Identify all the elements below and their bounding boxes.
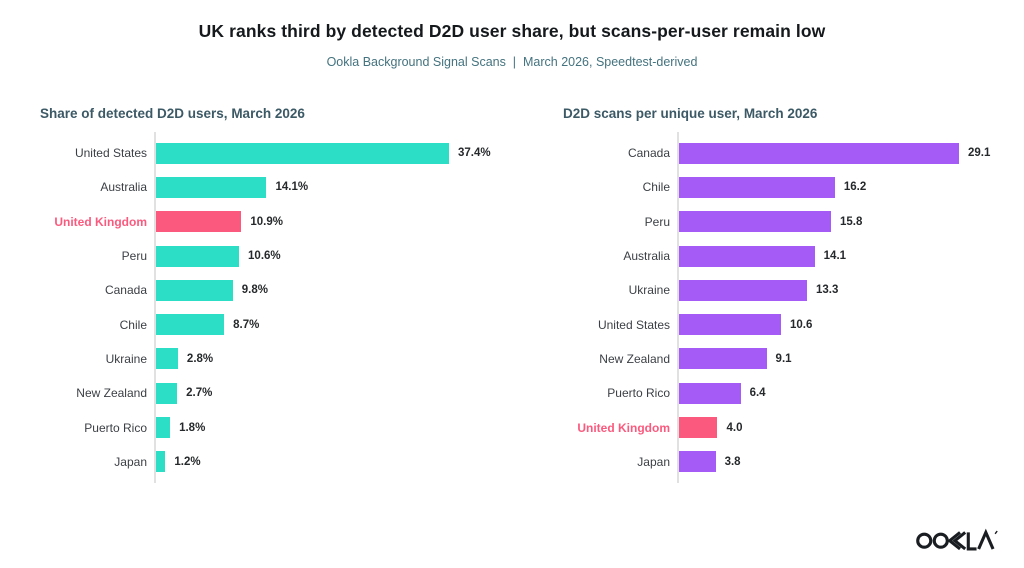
category-label: Canada — [104, 283, 147, 298]
bar — [679, 348, 767, 370]
chart-scans-per-user: D2D scans per unique user, March 2026 Ca… — [563, 106, 1024, 483]
bar-row: Japan 3.8 — [563, 445, 1024, 479]
bar — [679, 279, 807, 301]
y-axis-line — [154, 132, 156, 483]
page-subtitle: Ookla Background Signal Scans | March 20… — [326, 55, 698, 69]
bar — [679, 314, 781, 336]
category-label: Ukraine — [105, 351, 147, 366]
bar-row: New Zealand 9.1 — [563, 342, 1024, 376]
bar-row: Puerto Rico 1.8% — [40, 410, 520, 444]
value-label: 3.8 — [724, 455, 741, 468]
ookla-logo — [916, 528, 1002, 552]
category-label: United States — [74, 146, 147, 161]
value-label: 10.9% — [250, 215, 283, 228]
bar-row: Canada 29.1 — [563, 136, 1024, 170]
bar — [156, 211, 242, 233]
category-label: Ukraine — [628, 283, 670, 298]
bar-row: United States 37.4% — [40, 136, 520, 170]
category-label: Puerto Rico — [607, 386, 670, 401]
category-label: Japan — [637, 454, 670, 469]
bar — [156, 176, 267, 198]
value-label: 14.1 — [823, 250, 847, 263]
bar-row: Australia 14.1 — [563, 239, 1024, 273]
value-label: 10.6 — [789, 318, 813, 331]
bar-row: Ukraine 2.8% — [40, 342, 520, 376]
bar-row: New Zealand 2.7% — [40, 376, 520, 410]
category-label: Japan — [114, 454, 147, 469]
value-label: 15.8 — [840, 215, 863, 228]
category-label: Puerto Rico — [84, 420, 147, 435]
ookla-logo-mark — [916, 528, 998, 551]
value-label: 4.0 — [726, 421, 743, 434]
bar — [156, 142, 449, 164]
category-label: Canada — [627, 146, 670, 161]
category-label: United Kingdom — [54, 214, 147, 229]
category-label: New Zealand — [76, 386, 147, 401]
category-label: United Kingdom — [577, 420, 670, 435]
chart-users-share: Share of detected D2D users, March 2026 … — [40, 106, 520, 483]
category-label: Australia — [623, 249, 670, 264]
bar — [679, 417, 718, 439]
bar-row: United Kingdom 4.0 — [563, 410, 1024, 444]
bar-row: Japan 1.2% — [40, 445, 520, 479]
value-label: 10.6% — [248, 250, 281, 263]
bar — [156, 314, 225, 336]
bar-row: Puerto Rico 6.4 — [563, 376, 1024, 410]
value-label: 16.2 — [843, 181, 867, 194]
bar — [679, 142, 959, 164]
bar — [156, 417, 171, 439]
bar-row: Canada 9.8% — [40, 273, 520, 307]
value-label: 2.7% — [186, 387, 213, 400]
bar-row: Ukraine 13.3 — [563, 273, 1024, 307]
bar — [156, 348, 178, 370]
bar — [679, 451, 716, 473]
bar — [679, 211, 832, 233]
bar — [679, 382, 741, 404]
bar — [679, 176, 835, 198]
bar — [156, 382, 178, 404]
chart-title: Share of detected D2D users, March 2026 — [40, 106, 305, 121]
bar — [156, 451, 166, 473]
page-title: UK ranks third by detected D2D user shar… — [198, 21, 826, 41]
value-label: 29.1 — [968, 147, 991, 160]
plot-area: Canada 29.1 Chile 16.2 Peru 15.8 Australia 14.1… — [563, 132, 1024, 483]
bar-row: United States 10.6 — [563, 307, 1024, 341]
bar-row: Peru 15.8 — [563, 205, 1024, 239]
value-label: 9.8% — [241, 284, 268, 297]
y-axis-line — [677, 132, 679, 483]
bar-row: Chile 16.2 — [563, 170, 1024, 204]
value-label: 8.7% — [233, 318, 260, 331]
category-label: Australia — [100, 180, 147, 195]
chart-title: D2D scans per unique user, March 2026 — [563, 106, 818, 121]
category-label: United States — [597, 317, 670, 332]
value-label: 1.8% — [179, 421, 206, 434]
category-label: Chile — [642, 180, 670, 195]
value-label: 14.1% — [275, 181, 309, 194]
bar-row: Peru 10.6% — [40, 239, 520, 273]
value-label: 9.1 — [775, 352, 792, 365]
bar-row: Australia 14.1% — [40, 170, 520, 204]
value-label: 1.2% — [174, 455, 201, 468]
bar — [156, 279, 233, 301]
bar-row: United Kingdom 10.9% — [40, 205, 520, 239]
category-label: Chile — [119, 317, 147, 332]
value-label: 2.8% — [186, 352, 214, 365]
category-label: Peru — [644, 214, 670, 229]
bar-row: Chile 8.7% — [40, 307, 520, 341]
category-label: New Zealand — [599, 351, 670, 366]
plot-area: United States 37.4% Australia 14.1% United K… — [40, 132, 520, 483]
value-label: 13.3 — [815, 284, 839, 297]
bar — [679, 245, 815, 267]
bar — [156, 245, 240, 267]
value-label: 37.4% — [457, 147, 491, 160]
value-label: 6.4 — [749, 387, 766, 400]
category-label: Peru — [121, 249, 147, 264]
